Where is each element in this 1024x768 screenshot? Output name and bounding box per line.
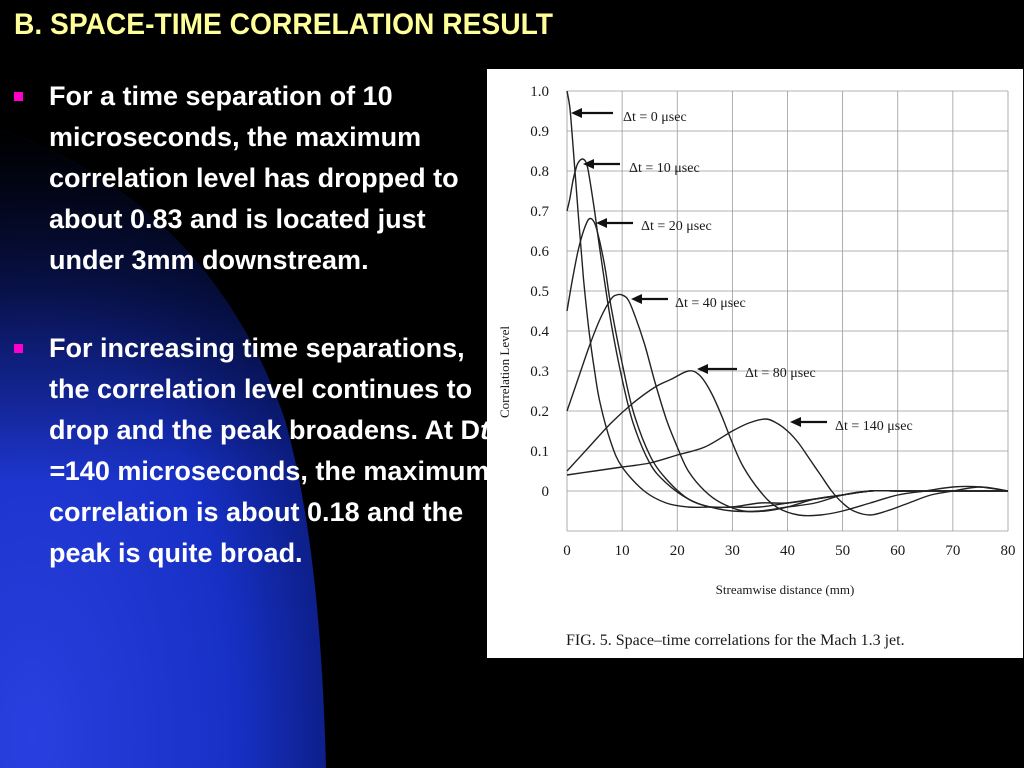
bullet-text: For a time separation of 10 microseconds…: [49, 76, 492, 281]
y-tick-label: 0.9: [530, 124, 549, 140]
arrow-head-icon: [571, 108, 582, 118]
arrow-head-icon: [583, 159, 594, 169]
y-tick-label: 0.7: [530, 204, 549, 220]
series-line: [566, 418, 1009, 516]
series-label: Δt = 140 μsec: [835, 419, 913, 434]
y-axis-label: Correlation Level: [497, 326, 512, 418]
y-tick-label: 0.1: [530, 444, 549, 460]
series-label: Δt = 10 μsec: [629, 161, 700, 176]
series-label: Δt = 0 μsec: [623, 110, 687, 125]
x-tick-label: 20: [670, 543, 685, 559]
y-tick-label: 0.3: [530, 364, 549, 380]
figure-panel: 1.0 0.9 0.8 0.7 0.6 0.5 0.4 0.3 0.2 0.1 0 0 10 20 30 4…: [487, 69, 1023, 658]
bullet-text-italic: t =: [49, 415, 490, 486]
y-tick-label: 0.4: [530, 324, 549, 340]
figure-caption: FIG. 5. Space–time correlations for the …: [566, 632, 905, 649]
slide-title: B. SPACE-TIME CORRELATION RESULT: [14, 8, 553, 41]
x-tick-label: 80: [1001, 543, 1016, 559]
series-label: Δt = 80 μsec: [745, 366, 816, 381]
series-label: Δt = 20 μsec: [641, 219, 712, 234]
series-annotations: Δt = 0 μsec Δt = 10 μsec Δt = 20 μsec Δt = …: [571, 108, 913, 434]
arrow-head-icon: [631, 294, 642, 304]
x-tick-label: 10: [615, 543, 630, 559]
y-tick-label: 0.2: [530, 404, 549, 420]
y-tick-label: 0.8: [530, 164, 549, 180]
y-tick-label: 0: [542, 484, 550, 500]
x-tick-label: 40: [780, 543, 795, 559]
bullet-text-segment: For increasing time separations, the cor…: [49, 333, 481, 445]
series-line: [566, 370, 1009, 517]
bullet-text: For increasing time separations, the cor…: [49, 328, 492, 574]
x-tick-label: 0: [563, 543, 571, 559]
bullet-square-icon: [14, 92, 23, 101]
bullet-text-segment: For a time separation of 10 microseconds…: [49, 81, 459, 275]
series-label: Δt = 40 μsec: [675, 296, 746, 311]
y-tick-label: 0.5: [530, 284, 549, 300]
correlation-chart: 1.0 0.9 0.8 0.7 0.6 0.5 0.4 0.3 0.2 0.1 0 0 10 20 30 4…: [497, 84, 1016, 649]
arrow-head-icon: [790, 417, 801, 427]
series-line: [566, 293, 1008, 513]
bullet-item: For increasing time separations, the cor…: [12, 328, 492, 574]
bullet-list: For a time separation of 10 microseconds…: [12, 76, 492, 574]
arrow-head-icon: [596, 218, 607, 228]
x-tick-label: 50: [835, 543, 850, 559]
y-tick-label: 0.6: [530, 244, 549, 260]
arrow-head-icon: [697, 364, 708, 374]
x-tick-label: 30: [725, 543, 740, 559]
bullet-item: For a time separation of 10 microseconds…: [12, 76, 492, 281]
bullet-text-segment: 140 microseconds, the maximum correlatio…: [49, 456, 490, 568]
x-axis-label: Streamwise distance (mm): [716, 582, 855, 597]
y-tick-label: 1.0: [530, 84, 549, 100]
chart-grid: [566, 90, 1009, 532]
bullet-square-icon: [14, 344, 23, 353]
y-tick-labels: 1.0 0.9 0.8 0.7 0.6 0.5 0.4 0.3 0.2 0.1 0: [530, 84, 549, 500]
x-tick-label: 70: [945, 543, 960, 559]
chart-series: [566, 90, 1009, 517]
x-tick-label: 60: [890, 543, 905, 559]
x-tick-labels: 0 10 20 30 40 50 60 70 80: [563, 543, 1015, 559]
